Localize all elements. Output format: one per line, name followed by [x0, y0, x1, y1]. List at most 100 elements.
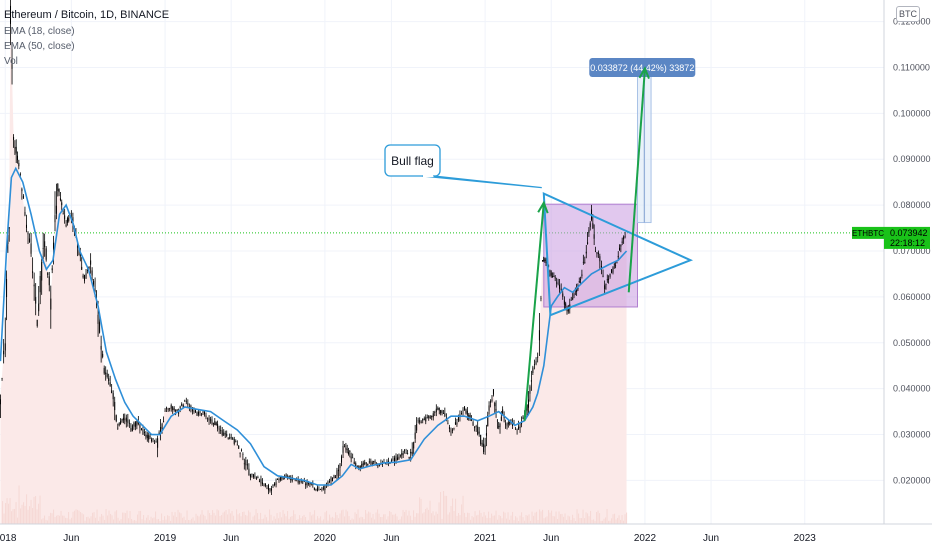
volume-bar [108, 510, 110, 524]
volume-bar [546, 516, 548, 524]
candle-body [588, 230, 590, 233]
candle-body [306, 482, 308, 485]
volume-bar [350, 519, 352, 524]
candle-body [518, 426, 520, 430]
candle-body [478, 431, 480, 434]
volume-bar [38, 503, 40, 524]
bull-flag-callout[interactable]: Bull flag [384, 144, 542, 189]
y-tick-label: 0.050000 [893, 338, 931, 348]
volume-legend[interactable]: Vol [4, 56, 18, 67]
volume-bar [26, 494, 28, 524]
volume-bar [377, 509, 379, 524]
volume-bar [83, 514, 85, 524]
candle-body [373, 461, 375, 462]
arrow-annotations[interactable] [523, 66, 650, 421]
candle-body [27, 232, 29, 235]
candle-body [297, 479, 299, 483]
ema-50-legend[interactable]: EMA (50, close) [4, 41, 75, 52]
candle-body [563, 300, 565, 305]
symbol-tag: ETHBTC [852, 229, 884, 238]
volume-bar [299, 515, 301, 524]
triangle-pattern[interactable] [542, 192, 694, 317]
candle-body [79, 252, 81, 257]
candle-body [1, 378, 3, 379]
candle-body [117, 427, 119, 429]
volume-bar [63, 515, 65, 524]
candle-body [8, 227, 10, 229]
volume-bar [354, 512, 356, 524]
candle-body [272, 484, 274, 487]
candle-body [127, 419, 129, 423]
volume-bar [173, 515, 175, 524]
volume-bar [569, 516, 571, 524]
volume-bar [456, 515, 458, 524]
candle-body [33, 284, 35, 287]
volume-bar [329, 514, 331, 524]
ema-18-legend[interactable]: EMA (18, close) [4, 26, 75, 37]
volume-bar [515, 516, 517, 524]
candle-body [560, 288, 562, 291]
candle-body [205, 415, 207, 417]
candle-body [604, 285, 606, 290]
volume-bar [366, 513, 368, 524]
candle-body [226, 433, 228, 436]
volume-bar [497, 519, 499, 524]
volume-bar [117, 517, 119, 524]
candle-body [236, 444, 238, 446]
volume-bar [441, 518, 443, 524]
symbol-title[interactable]: Ethereum / Bitcoin, 1D, BINANCE [4, 9, 170, 21]
y-tick-label: 0.100000 [893, 108, 931, 118]
candle-body [341, 456, 343, 463]
volume-bar [296, 519, 298, 524]
volume-bar [2, 501, 4, 524]
candle-body [621, 241, 623, 243]
volume-bar [8, 503, 10, 524]
candle-body [255, 477, 257, 479]
volume-bar [216, 509, 218, 524]
volume-bar [140, 510, 142, 524]
candle-body [535, 361, 537, 365]
candle-body [187, 403, 189, 405]
volume-bar [560, 514, 562, 524]
volume-bar [362, 517, 364, 524]
volume-bar [563, 516, 565, 524]
volume-bar [305, 517, 307, 524]
candle-body [408, 457, 410, 459]
candle-body [313, 487, 315, 490]
candle-body [423, 418, 425, 420]
volume-bar [321, 520, 323, 524]
volume-bar [93, 512, 95, 524]
candle-body [148, 435, 150, 440]
currency-button[interactable]: BTC [896, 6, 920, 22]
volume-bar [221, 515, 223, 524]
candle-body [346, 449, 348, 451]
x-tick-label: 2020 [314, 533, 337, 544]
candle-body [594, 250, 596, 252]
measure-tool[interactable]: 0.033872 (44.42%) 33872 [589, 58, 696, 224]
candle-body [471, 418, 473, 421]
volume-bar [606, 509, 608, 524]
candle-body [451, 429, 453, 431]
volume-bar [548, 510, 550, 524]
candle-body [540, 297, 542, 299]
candle-body [592, 223, 594, 229]
candle-body [397, 457, 399, 460]
candle-body [334, 476, 336, 478]
volume-bar [74, 510, 76, 524]
candle-body [193, 410, 195, 412]
candle-body [230, 437, 232, 439]
candle-body [377, 463, 379, 467]
volume-bar [564, 513, 566, 524]
volume-bar [269, 509, 271, 524]
volume-bar [590, 510, 592, 524]
volume-bar [525, 515, 527, 524]
candle-body [611, 269, 613, 273]
volume-bar [558, 511, 560, 524]
candle-body [330, 477, 332, 482]
volume-bar [516, 517, 518, 524]
x-tick-label: Jun [63, 533, 79, 544]
candle-body [420, 422, 422, 424]
volume-bar [413, 510, 415, 524]
